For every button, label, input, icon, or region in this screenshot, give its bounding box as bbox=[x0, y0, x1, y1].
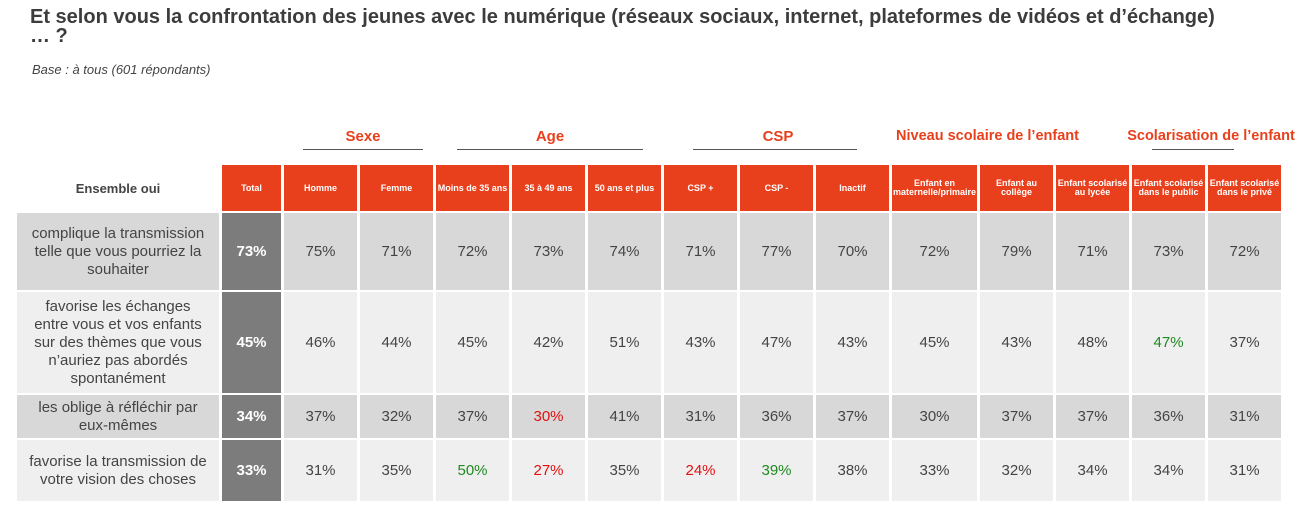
group-label-niveau: Niveau scolaire de l’enfant bbox=[880, 128, 1095, 152]
table-row: complique la transmission telle que vous… bbox=[17, 213, 1282, 290]
value-cell: 72% bbox=[1208, 213, 1282, 290]
value-cell: 75% bbox=[284, 213, 357, 290]
column-header: Enfant scolarisé dans le privé bbox=[1208, 165, 1282, 211]
value-cell: 30% bbox=[892, 395, 978, 438]
column-header: Enfant scolarisé au lycée bbox=[1056, 165, 1130, 211]
value-cell: 37% bbox=[436, 395, 509, 438]
group-label-text: Sexe bbox=[345, 128, 381, 145]
value-cell: 33% bbox=[892, 440, 978, 501]
total-cell: 34% bbox=[222, 395, 281, 438]
value-cell: 46% bbox=[284, 292, 357, 393]
total-cell: 33% bbox=[222, 440, 281, 501]
row-label: favorise la transmission de votre vision… bbox=[17, 440, 219, 501]
value-cell: 73% bbox=[512, 213, 585, 290]
column-header: Homme bbox=[284, 165, 357, 211]
value-cell: 36% bbox=[1132, 395, 1206, 438]
value-cell: 37% bbox=[980, 395, 1054, 438]
value-cell: 35% bbox=[360, 440, 433, 501]
group-label-sexe: Sexe bbox=[283, 128, 443, 152]
results-table: Ensemble oui Total Homme Femme Moins de 35 … bbox=[14, 163, 1284, 503]
value-cell: 72% bbox=[892, 213, 978, 290]
value-cell: 79% bbox=[980, 213, 1054, 290]
value-cell: 32% bbox=[980, 440, 1054, 501]
value-cell: 70% bbox=[816, 213, 889, 290]
value-cell: 39% bbox=[740, 440, 813, 501]
value-cell: 71% bbox=[664, 213, 737, 290]
value-cell: 47% bbox=[1132, 292, 1206, 393]
value-cell: 31% bbox=[1208, 395, 1282, 438]
value-cell: 36% bbox=[740, 395, 813, 438]
column-header: CSP + bbox=[664, 165, 737, 211]
group-label-scolarisation: Scolarisation de l’enfant bbox=[1112, 128, 1310, 152]
value-cell: 74% bbox=[588, 213, 661, 290]
value-cell: 45% bbox=[892, 292, 978, 393]
value-cell: 45% bbox=[436, 292, 509, 393]
column-header: Total bbox=[222, 165, 281, 211]
value-cell: 31% bbox=[664, 395, 737, 438]
value-cell: 71% bbox=[1056, 213, 1130, 290]
value-cell: 31% bbox=[1208, 440, 1282, 501]
value-cell: 43% bbox=[816, 292, 889, 393]
row-label: favorise les échanges entre vous et vos … bbox=[17, 292, 219, 393]
column-header: Enfant en maternelle/primaire bbox=[892, 165, 978, 211]
value-cell: 41% bbox=[588, 395, 661, 438]
column-header: Moins de 35 ans bbox=[436, 165, 509, 211]
total-cell: 73% bbox=[222, 213, 281, 290]
total-cell: 45% bbox=[222, 292, 281, 393]
value-cell: 72% bbox=[436, 213, 509, 290]
row-label: les oblige à réfléchir par eux-mêmes bbox=[17, 395, 219, 438]
group-rule bbox=[693, 149, 857, 150]
value-cell: 27% bbox=[512, 440, 585, 501]
value-cell: 31% bbox=[284, 440, 357, 501]
table-row: favorise la transmission de votre vision… bbox=[17, 440, 1282, 501]
chart-title: Et selon vous la confrontation des jeune… bbox=[30, 6, 1215, 47]
group-label-text: CSP bbox=[762, 128, 794, 145]
value-cell: 43% bbox=[980, 292, 1054, 393]
column-header: 35 à 49 ans bbox=[512, 165, 585, 211]
value-cell: 42% bbox=[512, 292, 585, 393]
column-header-row: Ensemble oui Total Homme Femme Moins de 35 … bbox=[17, 165, 1282, 211]
value-cell: 44% bbox=[360, 292, 433, 393]
group-label-text: Niveau scolaire de l’enfant bbox=[896, 128, 1079, 144]
group-rule bbox=[1152, 149, 1234, 150]
value-cell: 30% bbox=[512, 395, 585, 438]
value-cell: 34% bbox=[1056, 440, 1130, 501]
column-header: Inactif bbox=[816, 165, 889, 211]
value-cell: 38% bbox=[816, 440, 889, 501]
column-header: Femme bbox=[360, 165, 433, 211]
row-header-title: Ensemble oui bbox=[17, 165, 219, 211]
value-cell: 48% bbox=[1056, 292, 1130, 393]
value-cell: 50% bbox=[436, 440, 509, 501]
column-header: CSP - bbox=[740, 165, 813, 211]
value-cell: 43% bbox=[664, 292, 737, 393]
table-row: favorise les échanges entre vous et vos … bbox=[17, 292, 1282, 393]
value-cell: 24% bbox=[664, 440, 737, 501]
value-cell: 73% bbox=[1132, 213, 1206, 290]
group-label-text: Age bbox=[535, 128, 565, 145]
value-cell: 37% bbox=[1056, 395, 1130, 438]
column-header: Enfant au collège bbox=[980, 165, 1054, 211]
value-cell: 47% bbox=[740, 292, 813, 393]
chart-subtitle: Base : à tous (601 répondants) bbox=[32, 62, 211, 77]
column-header: Enfant scolarisé dans le public bbox=[1132, 165, 1206, 211]
group-rule bbox=[303, 149, 423, 150]
value-cell: 37% bbox=[1208, 292, 1282, 393]
group-rule bbox=[457, 149, 643, 150]
group-label-text: Scolarisation de l’enfant bbox=[1127, 128, 1295, 144]
column-header: 50 ans et plus bbox=[588, 165, 661, 211]
group-label-csp: CSP bbox=[665, 128, 891, 152]
value-cell: 71% bbox=[360, 213, 433, 290]
value-cell: 35% bbox=[588, 440, 661, 501]
group-label-age: Age bbox=[437, 128, 663, 152]
value-cell: 32% bbox=[360, 395, 433, 438]
row-label: complique la transmission telle que vous… bbox=[17, 213, 219, 290]
table-row: les oblige à réfléchir par eux-mêmes 34% 3… bbox=[17, 395, 1282, 438]
value-cell: 37% bbox=[816, 395, 889, 438]
value-cell: 34% bbox=[1132, 440, 1206, 501]
value-cell: 51% bbox=[588, 292, 661, 393]
value-cell: 77% bbox=[740, 213, 813, 290]
value-cell: 37% bbox=[284, 395, 357, 438]
